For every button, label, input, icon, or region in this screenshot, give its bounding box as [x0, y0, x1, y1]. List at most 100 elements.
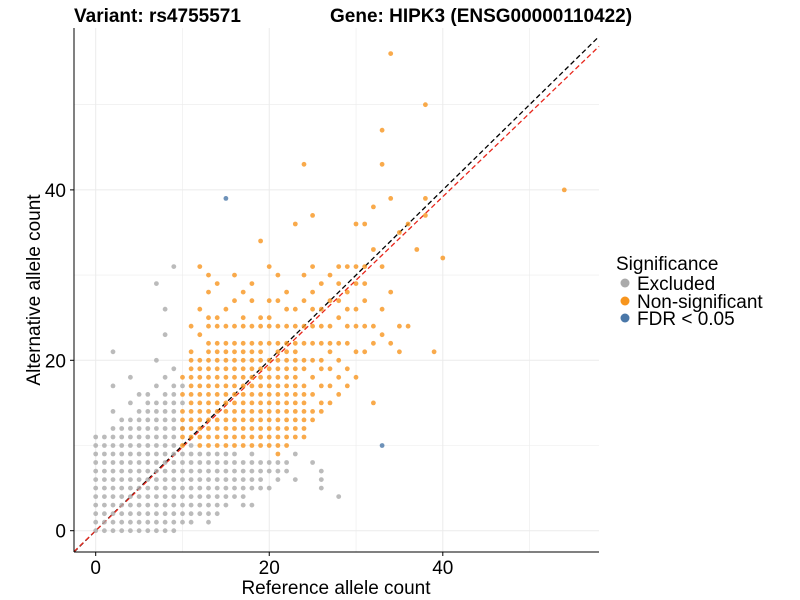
data-point	[197, 511, 203, 517]
data-point	[249, 451, 255, 457]
data-point	[258, 477, 263, 482]
data-point	[214, 383, 220, 389]
data-point	[127, 434, 133, 440]
data-point	[362, 264, 368, 269]
data-point	[188, 426, 194, 431]
data-point	[110, 528, 116, 534]
data-point	[266, 357, 272, 363]
y-tick-label: 40	[45, 181, 66, 202]
data-point	[136, 494, 142, 499]
data-point	[301, 392, 307, 397]
data-point	[327, 323, 333, 329]
data-point	[197, 417, 203, 423]
data-point	[206, 451, 211, 457]
data-point	[258, 443, 263, 448]
data-point	[310, 213, 315, 218]
data-point	[171, 511, 177, 517]
data-point	[214, 485, 220, 491]
data-point	[180, 451, 185, 457]
data-point	[292, 349, 298, 355]
data-point	[310, 392, 315, 397]
data-point	[423, 196, 428, 201]
data-point	[266, 443, 272, 448]
data-point	[145, 502, 151, 508]
data-point	[301, 409, 307, 414]
data-point	[266, 323, 272, 329]
data-point	[171, 528, 177, 534]
data-point	[127, 400, 133, 406]
data-point	[188, 494, 194, 499]
data-point	[223, 349, 229, 355]
y-axis-ticks: 0 20 40	[45, 181, 74, 543]
data-point	[188, 383, 194, 389]
data-point	[327, 298, 333, 304]
data-point	[301, 426, 307, 431]
data-point	[171, 477, 177, 482]
data-point	[93, 477, 99, 482]
data-point	[284, 349, 289, 355]
data-point	[188, 349, 194, 355]
data-point	[318, 340, 324, 346]
data-point	[223, 392, 229, 397]
data-point	[232, 477, 237, 482]
data-point	[197, 485, 203, 491]
data-point	[214, 400, 220, 406]
data-point	[292, 434, 298, 440]
data-point	[275, 383, 281, 389]
data-point	[154, 383, 159, 389]
data-point	[353, 323, 359, 329]
data-point	[336, 494, 342, 499]
data-point	[93, 511, 99, 517]
data-point	[223, 357, 229, 363]
data-point	[171, 426, 177, 431]
data-point	[162, 443, 168, 448]
x-tick-label: 40	[432, 558, 453, 579]
data-point	[379, 443, 385, 448]
data-point	[232, 272, 237, 278]
data-point	[310, 374, 315, 380]
data-point	[188, 417, 194, 423]
data-point	[353, 264, 359, 269]
data-point	[154, 460, 159, 465]
data-point	[197, 494, 203, 499]
data-point	[127, 468, 133, 474]
data-point	[240, 357, 246, 363]
data-point	[362, 221, 368, 227]
data-point	[275, 400, 281, 406]
data-point	[232, 298, 237, 304]
data-point	[154, 511, 159, 517]
data-point	[284, 426, 289, 431]
data-point	[266, 409, 272, 414]
data-point	[284, 434, 289, 440]
data-point	[93, 451, 99, 457]
data-point	[240, 443, 246, 448]
legend-label-non-significant: Non-significant	[637, 292, 763, 313]
data-point	[240, 502, 246, 508]
data-point	[162, 485, 168, 491]
data-point	[414, 247, 420, 252]
data-point	[154, 451, 159, 457]
data-point	[127, 502, 133, 508]
legend-title: Significance	[616, 254, 718, 275]
data-point	[119, 502, 125, 508]
data-point	[362, 323, 368, 329]
data-point	[110, 409, 116, 414]
chart-title-gene: Gene: HIPK3 (ENSG00000110422)	[330, 6, 632, 27]
data-point	[292, 417, 298, 423]
data-point	[162, 451, 168, 457]
data-point	[284, 468, 289, 474]
data-point	[318, 357, 324, 363]
data-point	[206, 349, 211, 355]
data-point	[223, 443, 229, 448]
data-point	[127, 477, 133, 482]
data-point	[232, 417, 237, 423]
data-point	[214, 409, 220, 414]
data-point	[284, 357, 289, 363]
data-point	[292, 383, 298, 389]
data-point	[206, 417, 211, 423]
data-point	[197, 306, 203, 312]
data-point	[249, 502, 255, 508]
data-point	[188, 460, 194, 465]
data-point	[344, 383, 350, 389]
data-point	[266, 340, 272, 346]
